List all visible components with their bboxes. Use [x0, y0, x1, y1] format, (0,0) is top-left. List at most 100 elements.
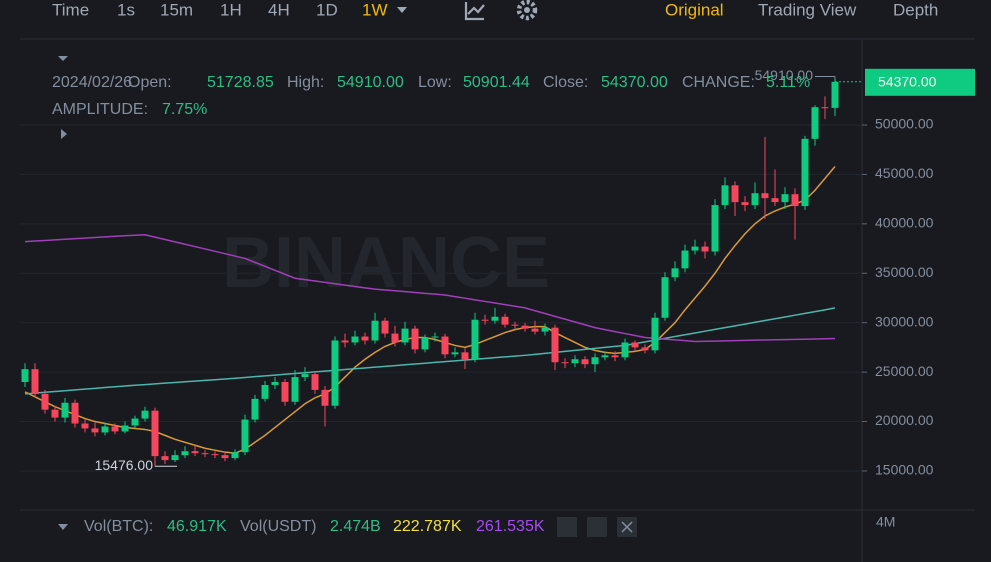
- candle-body: [601, 355, 609, 358]
- y-tick-label: 15000.00: [875, 462, 934, 478]
- candle-body: [101, 426, 109, 433]
- candle-body: [641, 347, 649, 351]
- candle-body: [331, 340, 339, 406]
- candle-body: [271, 381, 279, 385]
- candle-body: [161, 456, 169, 461]
- info-label: Open:: [128, 74, 172, 91]
- volume-label: Vol(USDT): [240, 518, 316, 535]
- candle-body: [561, 362, 569, 364]
- y-tick-label: 45000.00: [875, 165, 934, 181]
- y-tick-label: 20000.00: [875, 412, 934, 428]
- candle-body: [291, 377, 299, 402]
- candle-body: [401, 328, 409, 343]
- candle-body: [71, 402, 79, 424]
- interval[interactable]: 15m: [160, 0, 193, 19]
- info-label: 2024/02/26: [52, 74, 132, 91]
- info-value: 54370.00: [601, 74, 668, 91]
- candle-body: [321, 389, 329, 406]
- y-tick-label: 40000.00: [875, 215, 934, 231]
- candle-body: [131, 418, 139, 426]
- settings-icon-center: [524, 7, 530, 13]
- candle-body: [771, 198, 779, 203]
- candle-body: [301, 374, 309, 378]
- watermark: BINANCE: [222, 223, 550, 303]
- candle-body: [241, 419, 249, 453]
- candle-body: [431, 336, 439, 338]
- candle-body: [471, 319, 479, 360]
- indicator-icon[interactable]: [464, 2, 485, 21]
- interval[interactable]: 1D: [316, 0, 338, 19]
- candle-body: [261, 384, 269, 399]
- dropdown-caret[interactable]: [397, 7, 407, 13]
- interval[interactable]: 4H: [268, 0, 290, 19]
- last-price-label: 54370.00: [878, 74, 937, 90]
- info-label: Low:: [418, 74, 452, 91]
- interval-active[interactable]: 1W: [362, 0, 388, 19]
- candle-body: [681, 250, 689, 269]
- candle-body: [731, 185, 739, 203]
- candle-body: [171, 455, 179, 461]
- volume-value: 2.474B: [330, 518, 381, 535]
- view-active[interactable]: Original: [665, 0, 724, 19]
- volume-label: Vol(BTC):: [84, 518, 153, 535]
- volume-value: 46.917K: [167, 518, 227, 535]
- candle-body: [611, 355, 619, 358]
- candle-body: [581, 359, 589, 365]
- y-tick-label: 30000.00: [875, 313, 934, 329]
- candle-body: [821, 107, 829, 109]
- candle-body: [521, 325, 529, 329]
- candle-body: [411, 328, 419, 350]
- settings-button[interactable]: [587, 517, 607, 537]
- interval[interactable]: 1H: [220, 0, 242, 19]
- info-value: 51728.85: [207, 74, 274, 91]
- candle-body: [571, 359, 579, 364]
- interval[interactable]: Time: [52, 0, 89, 19]
- volume-ma: 261.535K: [476, 518, 545, 535]
- candle-body: [221, 455, 229, 459]
- interval[interactable]: 1s: [117, 0, 135, 19]
- view[interactable]: Trading View: [758, 0, 857, 19]
- view[interactable]: Depth: [893, 0, 938, 19]
- candle-body: [31, 369, 39, 394]
- candle-body: [371, 320, 379, 341]
- candle-body: [591, 357, 599, 365]
- collapse-caret[interactable]: [58, 56, 68, 61]
- volume-caret[interactable]: [58, 524, 68, 530]
- candle-body: [531, 328, 539, 332]
- candle-body: [51, 409, 59, 418]
- candle-body: [461, 352, 469, 360]
- candle-body: [501, 316, 509, 325]
- candle-body: [721, 185, 729, 206]
- expand-caret[interactable]: [61, 129, 67, 139]
- candle-body: [621, 342, 629, 358]
- candle-body: [691, 246, 699, 251]
- candle-body: [741, 202, 749, 206]
- moving-average-line: [24, 307, 836, 395]
- candle-body: [781, 194, 789, 203]
- candle-body: [631, 342, 639, 348]
- candle-body: [281, 381, 289, 402]
- candle-body: [831, 81, 839, 108]
- candle-body: [761, 193, 769, 199]
- info-label: CHANGE:: [682, 74, 755, 91]
- candle-body: [311, 374, 319, 390]
- candle-body: [121, 425, 129, 432]
- last-price-tag: [865, 68, 975, 96]
- info-value: 54910.00: [337, 74, 404, 91]
- eye-button[interactable]: [557, 517, 577, 537]
- candle-body: [361, 336, 369, 341]
- candle-body: [91, 428, 99, 433]
- info-label: High:: [287, 74, 324, 91]
- candle-body: [151, 410, 159, 457]
- candle-body: [81, 423, 89, 429]
- candle-body: [231, 452, 239, 459]
- settings-icon[interactable]: [516, 0, 538, 21]
- candle-body: [351, 336, 359, 343]
- y-tick-label: 50000.00: [875, 116, 934, 132]
- info-value: 7.75%: [162, 101, 207, 118]
- info-label: Close:: [543, 74, 588, 91]
- y-tick-label: 25000.00: [875, 363, 934, 379]
- candle-body: [391, 333, 399, 343]
